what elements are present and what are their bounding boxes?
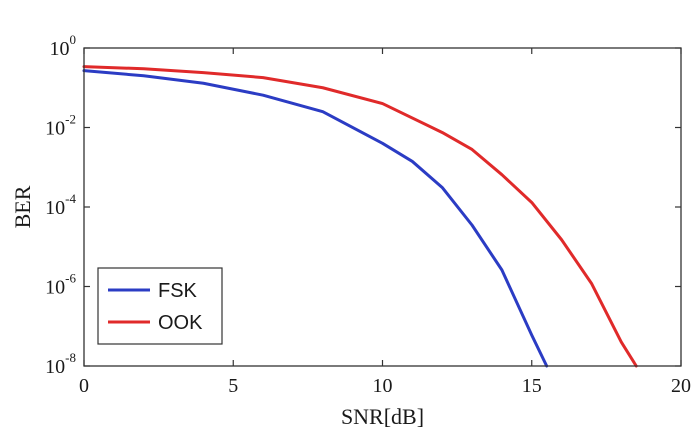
legend-box: [97, 267, 223, 345]
legend: FSK OOK: [97, 267, 223, 345]
y-axis-title: BER: [10, 185, 35, 228]
y-tick-label: 100: [50, 32, 77, 60]
x-tick-label: 5: [228, 375, 238, 397]
x-tick-label: 0: [79, 375, 89, 397]
x-tick-label: 15: [522, 375, 542, 397]
axes-layer: 0 5 10 15 20 100 10-2 10-4 10-6 10-8: [45, 32, 691, 397]
y-tick-label: 10-2: [45, 112, 76, 140]
series-line-fsk: [82, 69, 549, 368]
series-layer: [82, 65, 638, 368]
legend-label-ook: OOK: [158, 312, 203, 334]
y-tick-label: 10-4: [45, 191, 76, 219]
x-axis-title: SNR[dB]: [341, 404, 424, 429]
x-tick-label: 20: [671, 375, 691, 397]
legend-label-fsk: FSK: [158, 280, 198, 302]
series-line-ook: [82, 65, 638, 368]
y-tick-label: 10-6: [45, 271, 76, 299]
y-tick-label: 10-8: [45, 350, 76, 378]
x-tick-label: 10: [373, 375, 393, 397]
